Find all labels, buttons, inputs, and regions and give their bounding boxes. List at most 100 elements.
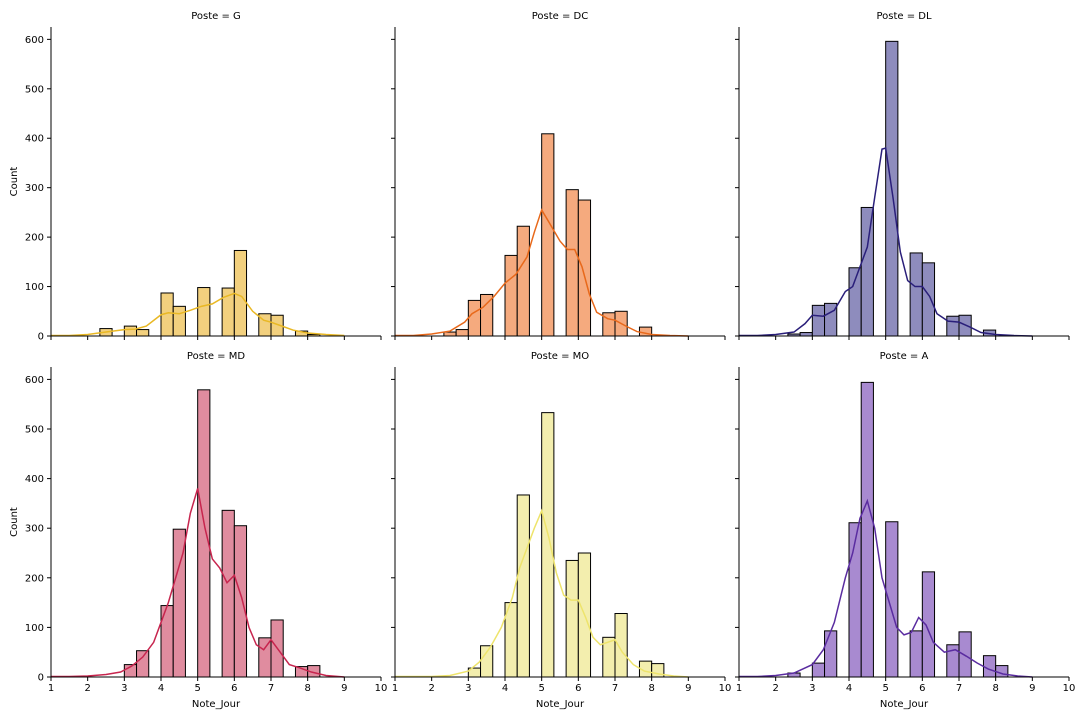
x-tick-label: 8 — [992, 683, 998, 694]
panel-title: Poste = MD — [187, 351, 245, 362]
histogram-bar — [982, 655, 997, 678]
y-tick-label: 300 — [25, 183, 44, 194]
histogram-bar — [136, 650, 150, 678]
panel-title: Poste = A — [880, 351, 929, 362]
y-axis-label: Count — [9, 167, 20, 197]
histogram-bar — [480, 293, 494, 337]
x-tick-label: 5 — [882, 683, 888, 694]
panel-DL: Poste = DL — [735, 11, 1070, 340]
x-tick-label: 9 — [1029, 683, 1035, 694]
x-tick-label: 6 — [575, 683, 581, 694]
x-tick-label: 3 — [121, 683, 127, 694]
y-tick-label: 0 — [38, 332, 44, 343]
x-tick-label: 9 — [685, 683, 691, 694]
panel-title: Poste = DL — [876, 11, 932, 22]
panel-title: Poste = MO — [531, 351, 589, 362]
x-tick-label: 4 — [158, 683, 164, 694]
histogram-bar — [946, 315, 960, 337]
histogram-bar — [233, 249, 248, 337]
x-axis-label: Note_Jour — [880, 699, 929, 710]
y-tick-label: 500 — [25, 84, 44, 95]
histogram-bar — [860, 381, 874, 678]
histogram-bar — [541, 133, 555, 337]
x-tick-label: 2 — [772, 683, 778, 694]
x-tick-label: 4 — [502, 683, 508, 694]
kde-line — [395, 208, 689, 337]
panel-MD: Poste = MD 0 100 200 300 400 500 600 1 2 3 4 5 6 7 8 9 10… — [9, 351, 387, 710]
x-tick-label: 1 — [736, 683, 742, 694]
x-tick-label: 10 — [1063, 683, 1076, 694]
panel-DC: Poste = DC — [391, 11, 726, 340]
histogram-bar — [480, 645, 494, 678]
histogram-bar — [233, 525, 248, 678]
x-tick-label: 8 — [304, 683, 310, 694]
x-tick-label: 6 — [919, 683, 925, 694]
panel-G: Poste = G 0 100 200 300 400 500 600 Count — [9, 11, 382, 343]
histogram-bar — [921, 571, 936, 678]
panel-title: Poste = DC — [532, 11, 589, 22]
y-tick-label: 600 — [25, 35, 44, 46]
x-tick-label: 9 — [341, 683, 347, 694]
x-tick-label: 5 — [194, 683, 200, 694]
panel-A: Poste = A 1 2 3 4 5 6 7 8 9 10 Note_Jour — [735, 351, 1075, 710]
x-axis-label: Note_Jour — [536, 699, 585, 710]
x-tick-label: 1 — [392, 683, 398, 694]
x-tick-label: 3 — [465, 683, 471, 694]
y-tick-label: 300 — [25, 524, 44, 535]
x-axis-label: Note_Jour — [192, 699, 241, 710]
kde-line — [395, 508, 689, 678]
histogram-bar — [909, 630, 923, 678]
x-tick-label: 7 — [612, 683, 618, 694]
x-tick-label: 6 — [231, 683, 237, 694]
histogram-bar — [811, 662, 826, 678]
histogram-bar — [221, 509, 235, 678]
histogram-bar — [258, 637, 272, 678]
kde-line — [739, 498, 1033, 678]
y-tick-label: 200 — [25, 233, 44, 244]
histogram-bar — [123, 325, 138, 337]
histogram-bar — [504, 254, 518, 337]
kde-line — [739, 147, 1033, 337]
histogram-bar — [565, 559, 579, 678]
y-tick-label: 200 — [25, 573, 44, 584]
y-tick-label: 400 — [25, 474, 44, 485]
y-tick-label: 400 — [25, 134, 44, 145]
x-tick-label: 4 — [846, 683, 852, 694]
histogram-bar — [516, 494, 530, 678]
x-tick-label: 10 — [375, 683, 388, 694]
histogram-bar — [995, 665, 1009, 678]
histogram-bar — [197, 389, 211, 678]
histogram-bar — [824, 630, 838, 678]
x-tick-label: 10 — [719, 683, 732, 694]
histogram-bar — [958, 631, 972, 678]
histogram-bar — [516, 225, 530, 337]
histogram-bar — [455, 329, 469, 337]
y-axis-label: Count — [9, 507, 20, 537]
x-tick-label: 2 — [428, 683, 434, 694]
histogram-bar — [885, 521, 899, 678]
histogram-bar — [921, 262, 936, 337]
y-tick-label: 0 — [38, 673, 44, 684]
histogram-bar — [565, 189, 579, 337]
histogram-bar — [136, 329, 150, 337]
histogram-bar — [197, 287, 211, 337]
x-tick-label: 3 — [809, 683, 815, 694]
y-tick-label: 100 — [25, 282, 44, 293]
histogram-bar — [811, 304, 826, 337]
histogram-bar — [467, 299, 482, 337]
histogram-bar — [541, 412, 555, 678]
histogram-bar — [614, 613, 628, 678]
x-tick-label: 1 — [48, 683, 54, 694]
histogram-bar — [577, 199, 592, 337]
histogram-bar — [443, 331, 457, 337]
histogram-bar — [799, 332, 813, 337]
panel-title: Poste = G — [191, 11, 241, 22]
y-tick-label: 100 — [25, 623, 44, 634]
panel-MO: Poste = MO 1 2 3 4 5 6 7 8 9 10 Note_Jour — [391, 351, 731, 710]
kde-line — [51, 488, 345, 678]
y-tick-label: 600 — [25, 375, 44, 386]
histogram-bar — [848, 522, 862, 678]
x-tick-label: 5 — [538, 683, 544, 694]
histogram-bar — [860, 206, 874, 337]
